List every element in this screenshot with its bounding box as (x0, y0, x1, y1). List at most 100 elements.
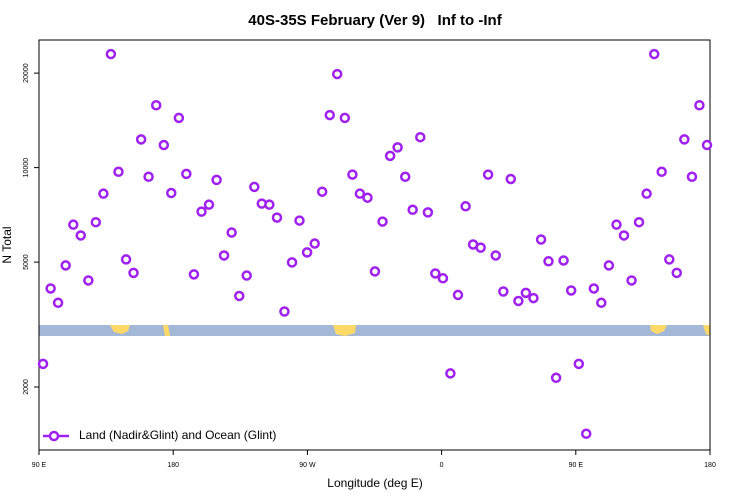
data-point (580, 428, 592, 439)
data-point (37, 358, 49, 370)
data-point (377, 216, 388, 227)
data-point (339, 112, 351, 124)
data-point (150, 100, 162, 111)
map-strip (39, 325, 710, 336)
data-point (460, 201, 471, 212)
x-axis-label: Longitude (deg E) (327, 476, 422, 490)
x-tick-label: 90 E (32, 462, 47, 469)
data-point (603, 260, 615, 271)
data-point (573, 358, 585, 370)
data-point (430, 268, 441, 279)
land-shape (110, 325, 130, 334)
data-point (181, 168, 192, 180)
data-point (656, 166, 667, 178)
data-point (158, 139, 170, 151)
x-tick-label: 180 (704, 462, 716, 469)
data-point (520, 287, 532, 299)
data-point (588, 283, 600, 294)
data-point (626, 275, 637, 286)
data-point (120, 254, 132, 265)
data-point (128, 267, 139, 279)
land-shape (703, 325, 710, 336)
data-point (392, 142, 403, 153)
data-point (135, 134, 147, 145)
x-tick-label: 0 (440, 462, 444, 469)
data-point (83, 275, 94, 286)
land-shape (163, 325, 170, 336)
data-point (241, 270, 252, 281)
data-point (543, 256, 554, 267)
data-point (445, 368, 456, 379)
data-point (354, 188, 366, 199)
data-point (173, 112, 185, 124)
data-point (407, 204, 418, 216)
y-tick-label: 10000 (23, 158, 30, 178)
land-shape (650, 325, 667, 334)
data-point (558, 255, 569, 266)
data-point (452, 289, 464, 301)
data-point (641, 188, 652, 199)
data-point (679, 134, 690, 145)
data-point (45, 283, 56, 294)
data-point (294, 215, 305, 226)
data-point (75, 230, 87, 241)
data-point (211, 174, 222, 186)
data-point (565, 285, 577, 296)
data-point (279, 306, 290, 317)
data-point (648, 48, 660, 60)
y-tick-label: 20000 (23, 63, 30, 83)
data-point (664, 254, 675, 265)
data-point (90, 216, 102, 228)
data-point (618, 230, 630, 241)
data-point (331, 68, 343, 80)
data-point (482, 169, 494, 180)
data-point (347, 169, 358, 180)
plot-frame (38, 39, 711, 451)
data-point (633, 216, 645, 228)
land-shape (333, 325, 356, 336)
data-point (369, 266, 381, 277)
data-point (196, 206, 207, 217)
data-point (143, 171, 154, 183)
data-point (513, 295, 524, 307)
data-point (98, 188, 109, 199)
data-point (498, 286, 509, 297)
y-tick-label: 5000 (23, 254, 30, 270)
data-point (203, 199, 215, 210)
data-point (68, 219, 79, 230)
data-point (264, 199, 275, 210)
data-point (301, 247, 313, 258)
data-point (596, 297, 607, 309)
legend-marker (48, 430, 60, 442)
data-point (249, 181, 260, 193)
data-point (671, 267, 682, 279)
data-point (437, 273, 449, 284)
data-point (271, 212, 283, 223)
data-point (415, 131, 426, 143)
chart-title: 40S-35S February (Ver 9) Inf to -Inf (248, 12, 502, 29)
data-point (324, 109, 336, 121)
data-point (422, 207, 434, 218)
data-point (309, 238, 320, 249)
data-point (611, 219, 622, 230)
data-point (505, 173, 517, 185)
data-point (399, 171, 411, 183)
data-point (105, 48, 117, 60)
data-point (316, 186, 328, 197)
data-point (475, 242, 486, 253)
data-point (686, 171, 698, 183)
y-axis-label: N Total (0, 226, 14, 263)
data-point (226, 227, 237, 238)
data-point (694, 100, 705, 111)
data-point (490, 250, 501, 261)
data-point (701, 139, 713, 151)
data-point (218, 250, 230, 261)
data-point (286, 257, 298, 268)
data-point (550, 372, 562, 384)
x-tick-label: 90 E (569, 462, 584, 469)
data-point (113, 166, 124, 178)
ocean-strip (39, 325, 710, 336)
data-point (60, 260, 71, 271)
